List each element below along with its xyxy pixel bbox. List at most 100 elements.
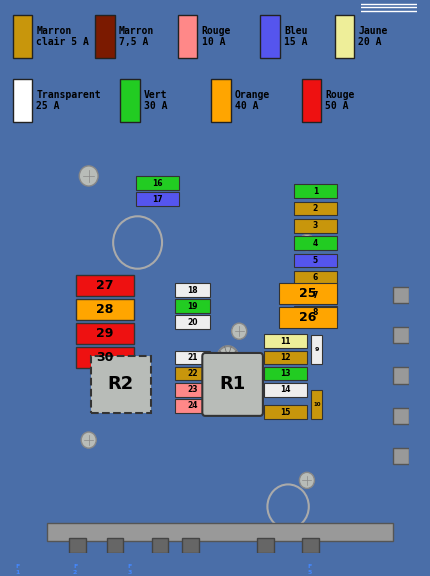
Text: 8: 8 [313, 308, 318, 317]
Bar [335, 15, 354, 58]
Circle shape [299, 472, 314, 488]
Text: 13: 13 [280, 369, 291, 378]
Bar [12, 79, 32, 122]
Text: F
3: F 3 [128, 564, 132, 575]
Bar [393, 367, 408, 384]
Bar [257, 537, 274, 553]
Circle shape [299, 234, 314, 251]
Bar [393, 448, 408, 464]
Text: 7: 7 [313, 291, 318, 300]
Text: 28: 28 [96, 303, 114, 316]
Bar [182, 537, 199, 553]
Text: 18: 18 [187, 286, 198, 294]
Bar [279, 307, 337, 328]
Bar [264, 367, 307, 380]
Bar [294, 254, 337, 267]
Text: 16: 16 [152, 179, 163, 188]
Bar [69, 537, 86, 553]
Bar [393, 327, 408, 343]
Bar [76, 275, 134, 295]
Text: 24: 24 [187, 401, 198, 410]
Text: Transparent
25 A: Transparent 25 A [37, 90, 101, 111]
Text: 20: 20 [187, 318, 198, 327]
Text: 19: 19 [187, 302, 198, 310]
Text: 4: 4 [313, 239, 318, 248]
Text: 9: 9 [314, 347, 319, 353]
Text: 5: 5 [313, 256, 318, 265]
Bar [76, 299, 134, 320]
Text: 15: 15 [280, 408, 291, 417]
Bar [393, 408, 408, 424]
Text: Bleu
15 A: Bleu 15 A [284, 26, 308, 47]
Text: Orange
40 A: Orange 40 A [235, 90, 270, 111]
Text: F
2: F 2 [73, 564, 77, 575]
Bar [175, 367, 210, 380]
Bar [175, 316, 210, 329]
Bar [178, 15, 197, 58]
Text: 23: 23 [187, 385, 198, 394]
Bar [311, 390, 322, 419]
Bar [47, 523, 393, 541]
Bar [311, 335, 322, 364]
Bar [12, 15, 32, 58]
Text: Vert
30 A: Vert 30 A [144, 90, 167, 111]
Bar [264, 351, 307, 364]
Bar [260, 15, 280, 58]
Bar [95, 15, 115, 58]
Bar [120, 79, 140, 122]
Text: F
1: F 1 [16, 564, 20, 575]
Text: 22: 22 [187, 369, 198, 378]
Text: 10: 10 [313, 402, 320, 407]
Circle shape [232, 323, 247, 339]
Bar [76, 323, 134, 344]
Bar [175, 300, 210, 313]
Bar [294, 202, 337, 215]
Text: 1: 1 [313, 187, 318, 196]
Bar [136, 192, 179, 206]
Bar [393, 287, 408, 303]
Circle shape [81, 432, 96, 448]
Bar [76, 347, 134, 368]
Bar [279, 283, 337, 304]
Text: 12: 12 [280, 353, 291, 362]
Text: R2: R2 [108, 376, 134, 393]
Text: Marron
clair 5 A: Marron clair 5 A [37, 26, 89, 47]
Bar [294, 306, 337, 320]
Bar [294, 184, 337, 198]
Bar [294, 219, 337, 233]
Bar [107, 537, 123, 553]
Text: 17: 17 [152, 195, 163, 204]
Bar [175, 351, 210, 364]
Bar [175, 383, 210, 396]
Text: 11: 11 [280, 337, 291, 346]
Text: 29: 29 [96, 327, 114, 340]
Bar [294, 289, 337, 302]
Text: 2: 2 [313, 204, 318, 213]
Circle shape [232, 363, 247, 380]
Text: R1: R1 [219, 376, 246, 393]
Bar [211, 79, 230, 122]
Text: Marron
7,5 A: Marron 7,5 A [119, 26, 154, 47]
Text: Rouge
50 A: Rouge 50 A [326, 90, 355, 111]
Bar [264, 406, 307, 419]
Circle shape [218, 346, 238, 369]
Text: 27: 27 [96, 279, 114, 291]
Bar [175, 283, 210, 297]
Text: F
5: F 5 [308, 564, 312, 575]
Text: 30: 30 [96, 351, 114, 364]
Bar [301, 79, 321, 122]
Bar [264, 335, 307, 348]
Text: 6: 6 [313, 274, 318, 282]
Bar [302, 537, 319, 553]
Text: 21: 21 [187, 353, 198, 362]
Text: Jaune
20 A: Jaune 20 A [359, 26, 388, 47]
Bar [264, 383, 307, 396]
Bar [294, 236, 337, 250]
FancyBboxPatch shape [202, 353, 263, 416]
Text: Rouge
10 A: Rouge 10 A [202, 26, 231, 47]
Text: 25: 25 [299, 287, 316, 300]
Bar [294, 271, 337, 285]
Bar [91, 356, 151, 412]
Bar [136, 176, 179, 190]
Text: 14: 14 [280, 385, 291, 394]
